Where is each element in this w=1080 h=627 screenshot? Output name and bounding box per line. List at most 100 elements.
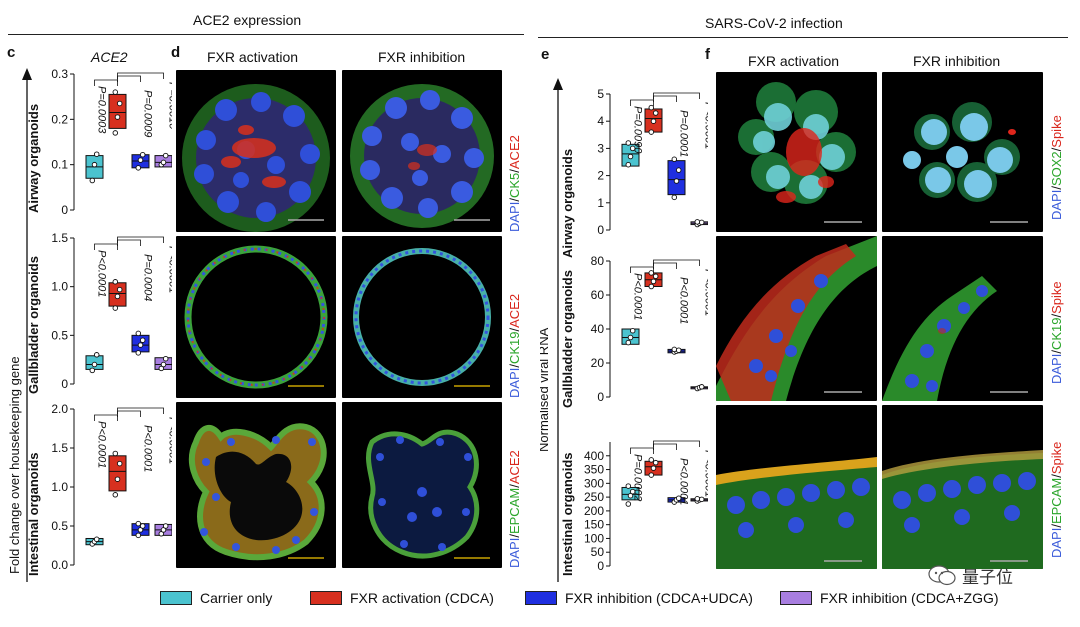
chart-e-4-tick-label-4: 80 xyxy=(591,255,605,268)
chart-e-4-point-1-2 xyxy=(652,273,659,280)
chart-c-2-annotation-2: P<0.0001 xyxy=(167,417,173,464)
stain-d-2-part-3: / xyxy=(507,484,522,488)
panel-f-stain-labels: DAPI/SOX2/Spike DAPI/CK19/Spike DAPI/EPC… xyxy=(1049,115,1064,558)
micrograph-f-intestinal-activation xyxy=(716,405,877,569)
chart-c-1-point-3-1 xyxy=(160,361,167,368)
chart-c-1-point-3-2 xyxy=(162,355,169,362)
chart-c-0-tick-label-2: 0.2 xyxy=(51,112,68,126)
chart-e-3-point-3-2 xyxy=(698,219,705,226)
chart-c-2-bracket-0 xyxy=(94,414,118,421)
stain-f-1-part-3: / xyxy=(1049,314,1064,318)
chart-e-4-bracket-1 xyxy=(653,262,677,269)
chart-e-4-point-1-0 xyxy=(648,283,655,290)
chart-e-3-tick-label-2: 2 xyxy=(597,169,604,183)
panel-c-row-label-gallbladder: Gallbladder organoids xyxy=(26,256,41,394)
chart-c-1-point-0-2 xyxy=(93,352,100,358)
stain-d-1-part-0: DAPI xyxy=(507,368,522,398)
stain-d-1-part-2: CK19 xyxy=(507,332,522,365)
stain-d-0-part-2: CK5 xyxy=(507,173,522,198)
chart-e-3-point-0-3 xyxy=(625,140,632,146)
chart-c-2-box-1 xyxy=(108,455,127,492)
chart-e-4-tick-label-1: 20 xyxy=(591,356,605,370)
chart-e-4-point-1-3 xyxy=(648,270,655,276)
chart-c-2-bracket-2 xyxy=(117,407,164,414)
chart-c-2-point-2-2 xyxy=(139,523,146,529)
legend-label-carrier: Carrier only xyxy=(200,590,273,606)
stain-f-2-part-0: DAPI xyxy=(1049,528,1064,558)
stain-f-1-part-1: / xyxy=(1049,350,1064,354)
chart-e-3-point-0-0 xyxy=(625,161,632,168)
chart-c-1-point-1-3 xyxy=(112,279,119,285)
stain-d-2-part-1: / xyxy=(507,534,522,538)
stain-f-0-part-2: SOX2 xyxy=(1049,151,1064,186)
chart-e-5-tick-label-5: 250 xyxy=(584,490,604,504)
panel-e-row-label-intestinal: Intestinal organoids xyxy=(560,452,575,576)
chart-e-4-point-2-2 xyxy=(675,347,682,353)
chart-e-4-point-0-0 xyxy=(625,339,632,346)
chart-c-0-annotation-1: P=0.0009 xyxy=(142,90,154,137)
legend: Carrier only FXR activation (CDCA) FXR i… xyxy=(160,590,1060,612)
chart-e-3-bracket-0 xyxy=(630,99,654,106)
chart-c-0-point-3-2 xyxy=(162,152,169,159)
legend-label-inhibition-zgg: FXR inhibition (CDCA+ZGG) xyxy=(820,590,999,606)
chart-e-5-point-3-2 xyxy=(698,496,705,503)
chart-c-airway: 0 0.1 0.2 0.3 P=0.0003 P=0.0009 P=0.0010 xyxy=(51,68,172,217)
chart-c-1-bracket-2 xyxy=(117,236,164,243)
chart-e-3-point-1-0 xyxy=(648,129,655,135)
legend-item-carrier: Carrier only xyxy=(160,590,272,606)
chart-c-1-annotation-0: P<0.0001 xyxy=(96,250,108,297)
stain-f-2-part-4: Spike xyxy=(1049,442,1064,475)
chart-c-2-point-1-2 xyxy=(116,460,123,467)
chart-e-3-point-0-1 xyxy=(627,153,634,160)
chart-e-3-point-2-0 xyxy=(671,194,678,201)
chart-c-1-point-2-2 xyxy=(139,337,146,343)
legend-label-inhibition-udca: FXR inhibition (CDCA+UDCA) xyxy=(565,590,753,606)
chart-c-1-point-0-1 xyxy=(91,361,98,368)
legend-item-activation: FXR activation (CDCA) xyxy=(310,590,494,606)
panel-c-row-label-airway: Airway organoids xyxy=(26,103,41,213)
micrograph-d-gallbladder-inhibition xyxy=(342,236,502,398)
stain-d-0-part-3: / xyxy=(507,169,522,173)
chart-e-5-point-2-2 xyxy=(675,495,682,501)
chart-e-4-bracket-0 xyxy=(630,266,654,273)
chart-e-3-tick-label-1: 1 xyxy=(597,196,604,210)
stain-f-0-part-0: DAPI xyxy=(1049,190,1064,220)
chart-e-3-point-2-1 xyxy=(673,178,680,184)
chart-c-0-point-0-0 xyxy=(89,177,96,184)
chart-c-1-point-1-2 xyxy=(116,286,123,293)
chart-c-2-tick-label-3: 1.5 xyxy=(51,441,68,455)
chart-e-3-annotation-1: P=0.0001 xyxy=(678,110,690,157)
chart-e-4-bracket-2 xyxy=(653,259,700,266)
micrograph-f-airway-activation xyxy=(716,72,877,232)
chart-c-0-point-1-1 xyxy=(114,114,121,120)
chart-c-1-bracket-1 xyxy=(117,239,141,246)
stain-d-0-part-1: / xyxy=(507,198,522,202)
chart-e-5-tick-label-4: 200 xyxy=(584,504,604,518)
stain-d-1-part-1: / xyxy=(507,364,522,368)
chart-c-0-point-2-1 xyxy=(137,157,144,163)
stain-label-d-intestinal: DAPI/EPCAM/ACE2 xyxy=(507,450,522,568)
chart-c-2-point-0-2 xyxy=(93,536,100,543)
stain-label-f-airway: DAPI/SOX2/Spike xyxy=(1049,115,1064,220)
chart-e-4-tick-label-2: 40 xyxy=(591,322,605,336)
chart-e-4-point-0-2 xyxy=(629,327,636,334)
chart-e-4-annotation-0: P<0.0001 xyxy=(632,273,644,320)
chart-c-1-tick-label-1: 0.5 xyxy=(51,328,68,342)
chart-c-0-point-2-0 xyxy=(135,165,142,171)
chart-c-0-tick-label-3: 0.3 xyxy=(51,68,68,81)
panel-d-col-inhibition: FXR inhibition xyxy=(378,49,466,65)
stain-f-0-part-4: Spike xyxy=(1049,115,1064,148)
chart-c-1-bracket-0 xyxy=(94,243,118,250)
panel-e-row-label-airway: Airway organoids xyxy=(560,148,575,258)
chart-e-4-tick-label-0: 0 xyxy=(597,390,604,404)
chart-c-2-annotation-1: P<0.0001 xyxy=(142,425,154,472)
legend-item-inhibition-udca: FXR inhibition (CDCA+UDCA) xyxy=(525,590,753,606)
chart-e-4-annotation-1: P<0.0001 xyxy=(678,277,690,324)
legend-swatch-carrier xyxy=(160,591,192,605)
chart-e-gallbladder: 0 20 40 60 80 P<0.0001 P<0.0001 P<0.0001 xyxy=(591,255,708,404)
chart-c-1-point-2-1 xyxy=(137,342,144,348)
chart-c-1-point-2-3 xyxy=(135,330,142,337)
chart-e-3-box-2 xyxy=(667,160,686,196)
chart-c-1-point-1-1 xyxy=(114,293,121,300)
